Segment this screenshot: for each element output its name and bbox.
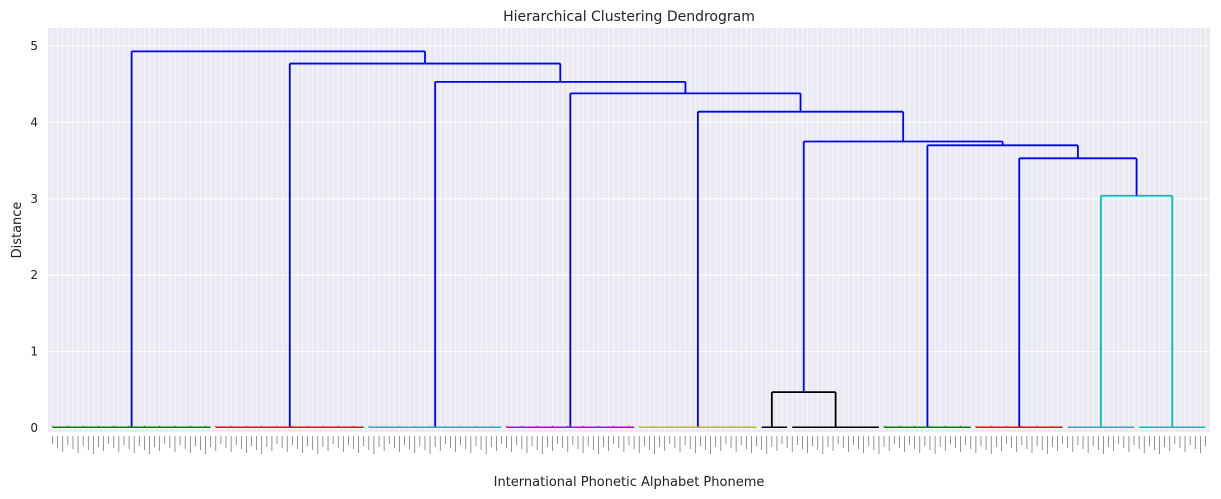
leaf-labels [52,436,1206,454]
y-tick-label: 5 [30,39,38,53]
y-tick-label: 1 [30,345,38,359]
y-tick-label: 0 [30,421,38,435]
y-axis-label: Distance [10,202,25,259]
x-axis-label: International Phonetic Alphabet Phoneme [494,475,765,490]
y-tick-label: 4 [30,115,38,129]
chart-title: Hierarchical Clustering Dendrogram [503,9,755,25]
y-tick-label: 3 [30,192,38,206]
dendrogram-links [52,50,1206,428]
y-tick-label: 2 [30,268,38,282]
y-axis-ticks: 0 1 2 3 4 5 [30,39,38,435]
grid [48,28,1210,432]
